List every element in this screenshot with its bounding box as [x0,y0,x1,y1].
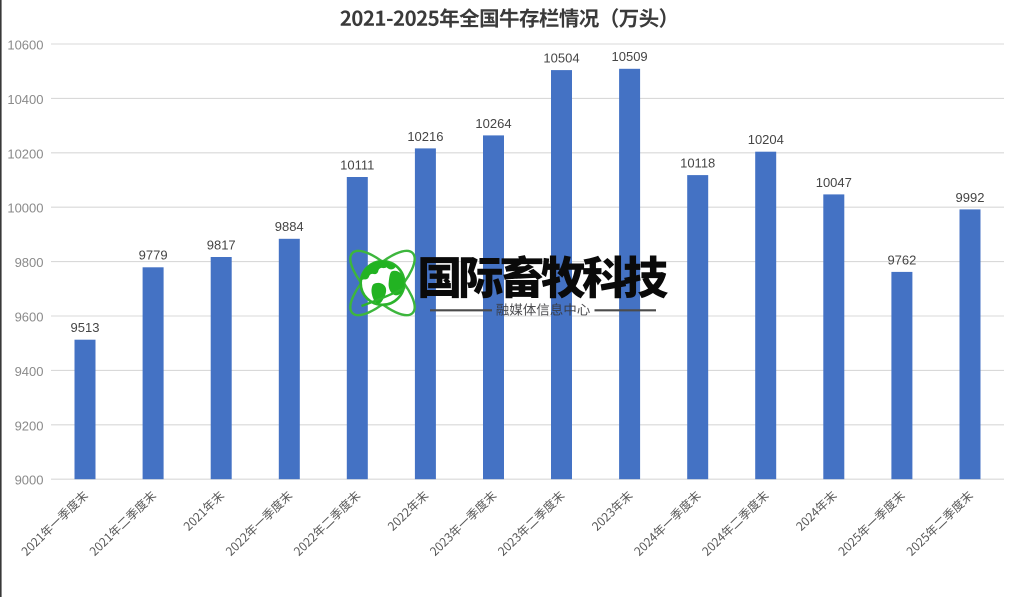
svg-text:9000: 9000 [15,473,44,488]
svg-text:10509: 10509 [612,49,648,64]
svg-text:10200: 10200 [7,146,43,161]
svg-text:9992: 9992 [956,190,985,205]
svg-text:10600: 10600 [7,38,43,53]
svg-text:10264: 10264 [475,116,511,131]
svg-text:9513: 9513 [71,320,100,335]
svg-text:10111: 10111 [340,157,374,172]
svg-text:10400: 10400 [7,92,43,107]
svg-text:9800: 9800 [15,255,44,270]
svg-text:10216: 10216 [407,129,443,144]
svg-text:9884: 9884 [275,219,304,234]
svg-text:9400: 9400 [15,364,44,379]
svg-text:10047: 10047 [816,175,852,190]
svg-text:9600: 9600 [15,310,44,325]
svg-text:9200: 9200 [15,418,44,433]
svg-text:9817: 9817 [207,237,236,252]
svg-text:10118: 10118 [680,156,715,171]
svg-text:10204: 10204 [748,132,784,147]
svg-text:9779: 9779 [139,248,168,263]
svg-text:10504: 10504 [543,51,579,66]
svg-text:9762: 9762 [887,252,916,267]
svg-text:10000: 10000 [7,201,43,216]
